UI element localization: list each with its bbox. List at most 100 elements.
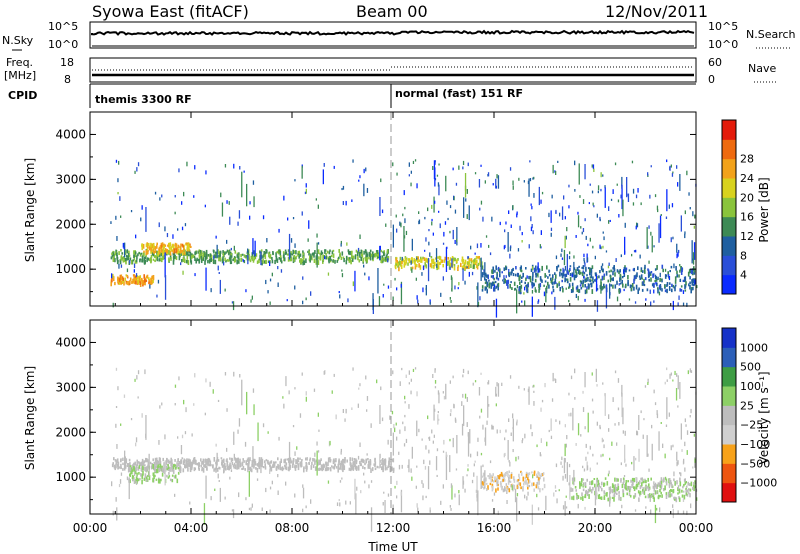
scatter-cell [635, 485, 638, 490]
scatter-cell [460, 262, 462, 268]
scatter-cell [466, 397, 468, 402]
scatter-cell [145, 250, 147, 256]
scatter-cell [204, 463, 207, 469]
scatter-cell [332, 460, 335, 464]
scatter-cell [256, 478, 259, 481]
scatter-cell [315, 459, 317, 463]
scatter-cell [627, 480, 629, 483]
scatter-cell [269, 469, 271, 474]
scatter-cell [381, 417, 384, 422]
scatter-cell [516, 213, 518, 218]
scatter-cell [156, 242, 158, 245]
scatter-cell [586, 286, 588, 290]
scatter-cell [489, 252, 492, 256]
scatter-cell [656, 413, 659, 419]
scatter-cell [383, 491, 385, 494]
scatter-cell [435, 248, 438, 263]
scatter-cell [358, 387, 360, 390]
scatter-cell [434, 380, 437, 384]
scatter-cell [495, 298, 498, 318]
scatter-cell [575, 294, 577, 298]
scatter-cell [308, 253, 310, 256]
scatter-cell [188, 246, 190, 252]
scatter-cell [330, 258, 332, 262]
scatter-cell [644, 264, 646, 270]
scatter-cell [151, 279, 153, 284]
scatter-cell [686, 170, 688, 176]
scatter-cell [442, 450, 445, 453]
scatter-cell [136, 255, 138, 260]
scatter-cell [156, 294, 158, 298]
scatter-cell [613, 496, 615, 502]
scatter-cell [609, 219, 611, 222]
scatter-cell [188, 461, 191, 466]
scatter-cell [643, 267, 646, 272]
scatter-cell [239, 166, 241, 170]
scatter-cell [616, 488, 618, 492]
scatter-cell [631, 477, 634, 482]
scatter-cell [150, 256, 152, 261]
scatter-cell [220, 457, 223, 460]
scatter-cell [520, 265, 522, 270]
scatter-cell [218, 256, 220, 262]
scatter-cell [301, 211, 303, 216]
scatter-cell [169, 461, 171, 464]
scatter-cell [170, 257, 172, 261]
scatter-cell [450, 300, 452, 303]
scatter-cell [410, 182, 412, 187]
scatter-cell [365, 458, 367, 463]
scatter-cell [160, 247, 163, 253]
scatter-cell [176, 463, 178, 468]
scatter-cell [564, 216, 566, 220]
scatter-cell [678, 488, 681, 494]
colorbar-swatch [722, 178, 736, 198]
scatter-cell [580, 286, 583, 290]
scatter-cell [384, 500, 386, 513]
scatter-cell [208, 258, 211, 264]
scatter-cell [499, 481, 502, 486]
colorbar-swatch [722, 405, 736, 426]
scatter-cell [501, 382, 503, 386]
scatter-cell [577, 503, 579, 509]
scatter-cell [531, 296, 533, 317]
scatter-cell [617, 378, 620, 383]
scatter-cell [157, 460, 160, 465]
scatter-cell [686, 494, 689, 497]
scatter-cell [464, 280, 466, 285]
scatter-cell [339, 254, 341, 258]
scatter-cell [559, 212, 561, 217]
scatter-cell [557, 264, 560, 268]
scatter-cell [500, 471, 503, 476]
scatter-cell [186, 252, 188, 256]
scatter-cell [642, 281, 644, 286]
scatter-cell [288, 441, 291, 468]
scatter-cell [374, 467, 377, 471]
scatter-cell [362, 257, 364, 263]
scatter-cell [259, 255, 261, 261]
scatter-cell [443, 439, 445, 445]
scatter-cell [476, 475, 478, 502]
scatter-cell [295, 465, 298, 468]
scatter-cell [148, 279, 150, 284]
scatter-cell [493, 284, 496, 288]
scatter-cell [657, 287, 659, 290]
scatter-cell [297, 460, 300, 463]
scatter-cell [135, 437, 138, 443]
scatter-cell [481, 481, 483, 485]
scatter-cell [376, 251, 378, 257]
scatter-cell [161, 194, 163, 198]
scatter-cell [692, 466, 694, 469]
scatter-cell [582, 496, 584, 501]
scatter-cell [673, 497, 676, 501]
scatter-cell [618, 497, 620, 501]
scatter-cell [383, 283, 385, 286]
scatter-cell [420, 256, 422, 261]
scatter-cell [329, 440, 331, 446]
scatter-cell [189, 468, 192, 473]
scatter-cell [126, 250, 128, 253]
scatter-cell [241, 468, 243, 471]
scatter-cell [687, 488, 690, 491]
scatter-cell [613, 492, 616, 497]
scatter-cell [492, 269, 494, 274]
scatter-cell [162, 457, 164, 462]
